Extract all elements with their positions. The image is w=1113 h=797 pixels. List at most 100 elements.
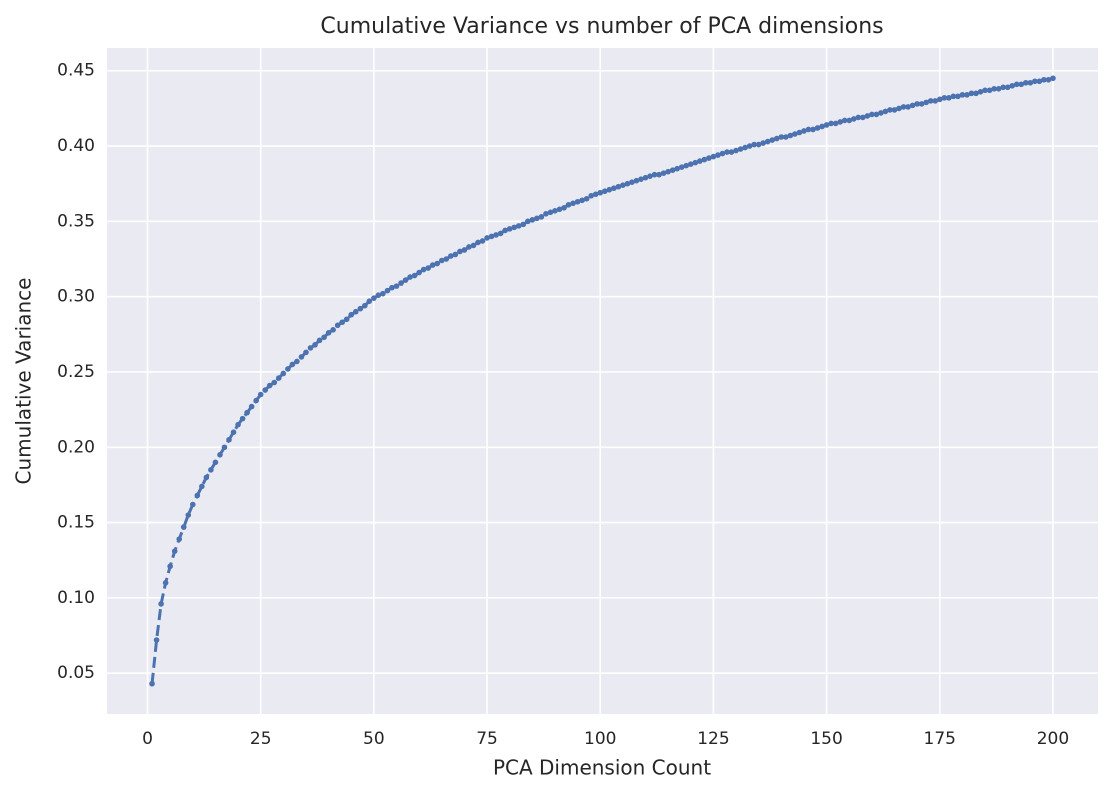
data-point bbox=[977, 89, 984, 95]
data-point bbox=[339, 319, 345, 326]
data-point bbox=[1009, 83, 1016, 89]
data-point bbox=[348, 311, 355, 318]
data-point bbox=[914, 101, 920, 107]
data-point bbox=[312, 342, 318, 348]
data-point bbox=[941, 95, 948, 101]
data-point bbox=[217, 451, 223, 458]
data-point bbox=[389, 284, 395, 291]
y-tick-label: 0.25 bbox=[57, 362, 95, 382]
data-point bbox=[611, 185, 617, 192]
data-point bbox=[452, 251, 459, 258]
data-point bbox=[710, 153, 717, 160]
data-point bbox=[592, 191, 599, 198]
data-point bbox=[706, 155, 712, 161]
data-point bbox=[543, 211, 549, 217]
data-point bbox=[570, 200, 576, 207]
data-point bbox=[760, 140, 767, 146]
data-point bbox=[280, 370, 287, 377]
data-point bbox=[149, 680, 155, 687]
data-point bbox=[742, 144, 748, 151]
x-tick-label: 100 bbox=[584, 729, 616, 749]
data-point bbox=[959, 92, 966, 98]
data-point bbox=[764, 138, 771, 145]
data-point bbox=[719, 150, 726, 157]
data-point bbox=[484, 235, 490, 241]
data-point bbox=[869, 111, 875, 118]
data-point bbox=[1018, 81, 1025, 88]
data-point bbox=[266, 382, 273, 389]
data-point bbox=[402, 277, 409, 283]
data-point bbox=[1000, 84, 1006, 91]
data-point bbox=[475, 239, 481, 246]
data-point bbox=[425, 265, 432, 271]
data-point bbox=[964, 92, 970, 98]
y-tick-label: 0.10 bbox=[57, 588, 95, 608]
data-point bbox=[438, 257, 445, 264]
data-point bbox=[787, 132, 794, 139]
data-point bbox=[362, 302, 368, 309]
data-point bbox=[638, 176, 644, 182]
data-point bbox=[615, 183, 622, 190]
data-point bbox=[384, 287, 391, 294]
data-point bbox=[552, 208, 558, 214]
data-point bbox=[561, 204, 567, 211]
y-tick-label: 0.45 bbox=[57, 61, 95, 81]
data-point bbox=[724, 149, 730, 155]
data-point bbox=[697, 158, 703, 164]
data-point bbox=[601, 188, 608, 195]
data-point bbox=[769, 137, 776, 143]
data-point bbox=[520, 221, 527, 228]
data-point bbox=[801, 128, 807, 134]
data-point bbox=[778, 134, 785, 140]
data-point bbox=[828, 120, 834, 127]
data-point bbox=[565, 201, 572, 208]
data-point bbox=[728, 149, 735, 155]
data-point bbox=[180, 524, 187, 530]
data-point bbox=[624, 180, 631, 187]
data-point bbox=[674, 165, 680, 172]
data-point bbox=[841, 117, 848, 124]
data-point bbox=[461, 247, 468, 253]
data-point bbox=[746, 143, 753, 149]
data-point bbox=[873, 111, 880, 118]
data-point bbox=[1004, 84, 1011, 91]
data-point bbox=[651, 171, 658, 178]
data-point bbox=[678, 164, 685, 170]
data-point bbox=[248, 403, 255, 410]
data-point bbox=[810, 126, 816, 133]
data-point bbox=[262, 387, 269, 393]
data-point bbox=[271, 379, 278, 386]
data-point bbox=[660, 170, 667, 176]
data-point bbox=[203, 474, 210, 481]
data-point bbox=[371, 295, 377, 301]
data-point bbox=[538, 214, 545, 220]
data-point bbox=[380, 290, 386, 297]
data-point bbox=[298, 354, 305, 360]
data-point bbox=[918, 101, 925, 107]
chart-title: Cumulative Variance vs number of PCA dim… bbox=[320, 14, 883, 39]
data-point bbox=[162, 580, 169, 586]
data-point bbox=[850, 116, 857, 122]
data-point bbox=[927, 98, 934, 104]
y-tick-label: 0.05 bbox=[57, 663, 95, 683]
data-point bbox=[755, 141, 762, 148]
data-point bbox=[1045, 76, 1052, 83]
data-point bbox=[226, 436, 232, 443]
data-point bbox=[923, 99, 929, 106]
data-point bbox=[375, 292, 382, 298]
data-point bbox=[199, 483, 205, 490]
data-point bbox=[905, 104, 911, 110]
data-point bbox=[796, 129, 803, 136]
data-point bbox=[733, 147, 739, 154]
data-point bbox=[955, 93, 961, 100]
data-point bbox=[167, 563, 173, 570]
data-point bbox=[407, 274, 413, 280]
data-point bbox=[864, 113, 871, 119]
data-point bbox=[556, 206, 563, 213]
data-point bbox=[946, 95, 952, 101]
x-tick-label: 50 bbox=[363, 729, 385, 749]
data-point bbox=[257, 391, 264, 398]
data-point bbox=[515, 223, 522, 229]
